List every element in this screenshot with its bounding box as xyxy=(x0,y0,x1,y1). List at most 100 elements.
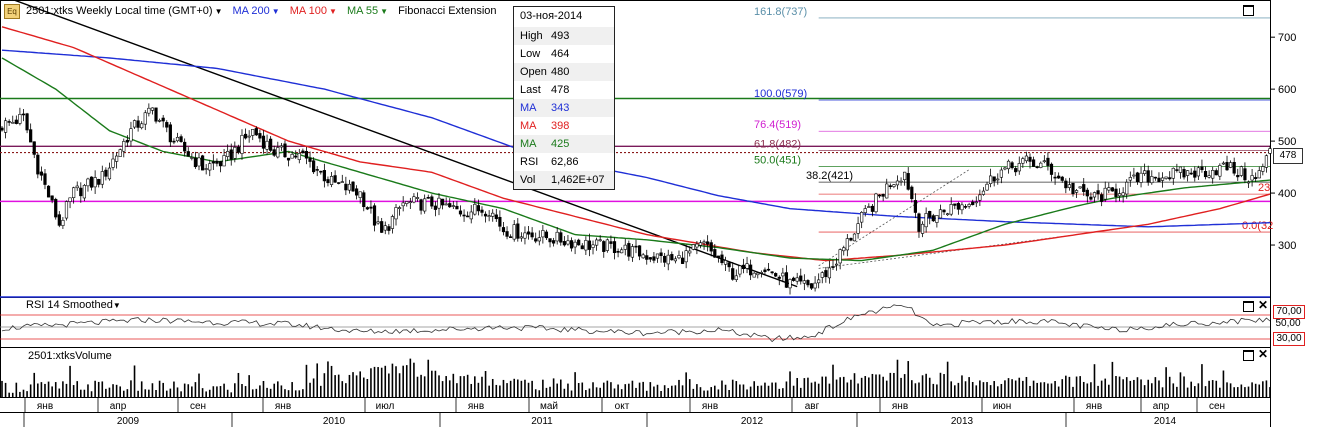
candle-body xyxy=(573,241,577,248)
volume-bar xyxy=(488,385,490,397)
volume-bar xyxy=(860,377,863,397)
volume-bar xyxy=(1115,376,1117,397)
tooltip-row-value: 62,86 xyxy=(551,156,579,168)
volume-bar xyxy=(620,389,623,397)
candle-body xyxy=(634,245,638,248)
legend-symbol[interactable]: 2501:xtks Weekly Local time (GMT+0) ▼ xyxy=(26,5,222,17)
candle-body xyxy=(720,254,724,264)
volume-bar xyxy=(298,390,301,397)
candle-body xyxy=(652,256,656,261)
volume-bar xyxy=(65,383,68,397)
candle-body xyxy=(806,280,810,286)
volume-pane-title: 2501:xtksVolume xyxy=(28,350,112,362)
candle-body xyxy=(473,203,477,215)
chevron-down-icon[interactable]: ▼ xyxy=(271,6,280,16)
candle-body xyxy=(186,151,190,157)
volume-bar xyxy=(355,375,358,397)
maximize-icon[interactable] xyxy=(1243,350,1254,361)
candle-body xyxy=(197,157,201,167)
volume-bar xyxy=(380,367,383,397)
ma200-line xyxy=(1,49,1271,228)
chevron-down-icon[interactable]: ▼ xyxy=(380,6,389,16)
volume-bar xyxy=(312,378,315,397)
candle-body xyxy=(143,112,147,125)
candle-body xyxy=(183,141,187,152)
close-icon[interactable]: ✕ xyxy=(1258,347,1269,361)
volume-bar xyxy=(219,386,222,397)
volume-bar xyxy=(778,388,781,397)
volume-bar xyxy=(979,380,981,397)
candle-body xyxy=(999,169,1003,178)
tooltip-row: Open 480 xyxy=(514,63,614,81)
volume-bar xyxy=(516,379,519,397)
volume-bar xyxy=(810,382,813,397)
candle-body xyxy=(680,257,685,264)
chevron-down-icon[interactable]: ▼ xyxy=(329,6,337,16)
tooltip-row-value: 493 xyxy=(551,30,570,42)
volume-bar xyxy=(29,384,32,397)
candle-body xyxy=(1078,186,1082,189)
candle-body xyxy=(953,203,957,206)
equity-icon[interactable]: Eq xyxy=(4,4,20,19)
volume-bar xyxy=(925,373,927,397)
rsi-pane-title[interactable]: RSI 14 Smoothed▼ xyxy=(26,299,121,311)
candle-body xyxy=(860,212,864,223)
candle-body xyxy=(831,266,835,268)
candle-body xyxy=(369,206,373,209)
legend-ma200[interactable]: MA 200 ▼ xyxy=(232,5,279,17)
candle-body xyxy=(824,270,828,278)
volume-bar xyxy=(817,383,820,397)
candle-body xyxy=(1010,162,1014,169)
candle-body xyxy=(1031,159,1036,167)
volume-bar xyxy=(696,384,698,397)
maximize-icon[interactable] xyxy=(1243,5,1254,16)
candle-body xyxy=(294,155,298,158)
candle-body xyxy=(795,277,799,282)
candle-body xyxy=(243,133,248,139)
legend-ma55[interactable]: MA 55 ▼ xyxy=(347,5,388,17)
candle-body xyxy=(899,180,903,183)
candle-body xyxy=(1168,177,1172,180)
candle-body xyxy=(892,184,896,187)
candle-body xyxy=(111,158,115,168)
candle-body xyxy=(1125,181,1129,195)
candle-body xyxy=(469,211,473,220)
legend-ma100[interactable]: MA 100 ▼ xyxy=(290,5,337,17)
candle-body xyxy=(269,138,273,151)
tooltip-row: Vol 1,462E+07 xyxy=(514,171,614,189)
candle-body xyxy=(996,178,1000,181)
close-icon[interactable]: ✕ xyxy=(1258,298,1269,312)
volume-bar xyxy=(137,390,139,397)
candle-body xyxy=(838,249,842,264)
candle-body xyxy=(355,188,359,196)
candle-body xyxy=(1024,155,1029,162)
candle-body xyxy=(1103,187,1107,200)
month-label: сен xyxy=(1209,401,1225,412)
candle-body xyxy=(598,239,602,242)
candle-body xyxy=(960,204,964,211)
legend-fib[interactable]: Fibonacci Extension xyxy=(398,5,496,17)
candle-body xyxy=(18,114,22,124)
volume-bar xyxy=(294,390,297,397)
volume-bar xyxy=(158,380,161,397)
volume-bar xyxy=(971,382,974,397)
chevron-down-icon[interactable]: ▼ xyxy=(112,301,121,310)
candle-body xyxy=(158,120,162,122)
candle-body xyxy=(408,201,412,204)
chevron-down-icon[interactable]: ▼ xyxy=(214,6,223,16)
candle-body xyxy=(981,190,986,195)
volume-bar xyxy=(391,363,394,397)
volume-bar xyxy=(645,390,648,397)
volume-bar xyxy=(1039,382,1042,397)
candle-body xyxy=(89,176,94,188)
candle-body xyxy=(218,161,223,167)
volume-bar xyxy=(617,384,619,397)
tooltip-row-label: MA xyxy=(520,138,537,150)
volume-bar xyxy=(495,384,498,397)
volume-bar xyxy=(502,379,505,397)
volume-bar xyxy=(638,382,641,397)
volume-bar xyxy=(864,376,867,397)
maximize-icon[interactable] xyxy=(1243,301,1254,312)
candle-body xyxy=(666,254,670,265)
